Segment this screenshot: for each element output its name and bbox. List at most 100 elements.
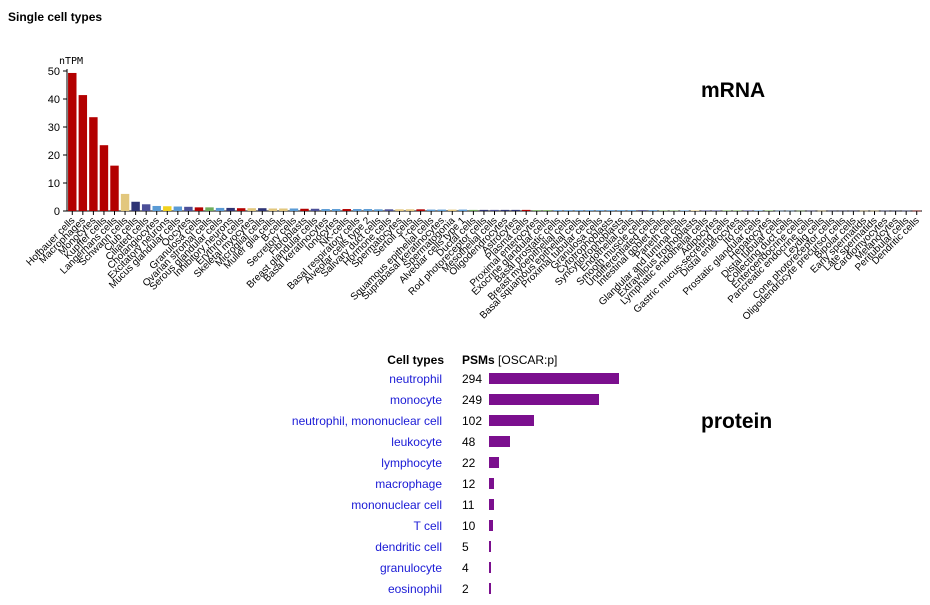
psm-value: 2 xyxy=(462,581,469,596)
bar xyxy=(184,206,193,211)
cell-type-link[interactable]: T cell xyxy=(413,518,442,533)
protein-row: dendritic cell 5 xyxy=(270,536,629,557)
bar xyxy=(616,210,626,211)
cell-type-link[interactable]: eosinophil xyxy=(387,581,442,596)
bar xyxy=(859,210,869,212)
bar xyxy=(173,206,183,211)
y-tick-label: 30 xyxy=(48,122,60,134)
bar xyxy=(606,210,615,211)
bar xyxy=(764,210,774,211)
bar xyxy=(205,207,214,211)
bar xyxy=(912,210,921,212)
bar xyxy=(553,210,563,211)
psm-value: 22 xyxy=(462,455,476,470)
cell-type-link[interactable]: leukocyte xyxy=(391,434,442,449)
protein-row: T cell 10 xyxy=(270,515,629,536)
psm-bar xyxy=(489,436,511,447)
bar xyxy=(469,209,478,211)
psm-bar-cell xyxy=(489,431,629,452)
bar xyxy=(849,210,858,212)
psm-bar xyxy=(489,499,494,510)
protein-table-header: Cell types PSMs [OSCAR:p] xyxy=(270,351,629,368)
y-axis-label: nTPM xyxy=(59,56,83,67)
bar xyxy=(395,209,404,211)
bar xyxy=(785,210,795,212)
bar xyxy=(374,209,383,211)
bar xyxy=(310,208,320,211)
bar xyxy=(342,209,351,211)
bar xyxy=(68,72,77,212)
y-tick-label: 10 xyxy=(48,178,60,190)
cell-type-link[interactable]: mononuclear cell xyxy=(351,497,442,512)
bar xyxy=(321,209,330,211)
bar xyxy=(120,193,130,211)
psm-bar-cell xyxy=(489,557,629,578)
bar xyxy=(511,209,520,211)
bar xyxy=(78,95,88,211)
protein-row: leukocyte 48 xyxy=(270,431,629,452)
psm-bar-cell xyxy=(489,578,629,599)
psm-value: 294 xyxy=(462,371,483,386)
bar xyxy=(405,209,415,211)
bar xyxy=(247,208,256,211)
bar xyxy=(828,210,837,212)
cell-type-link[interactable]: granulocyte xyxy=(379,560,442,575)
cell-type-link[interactable]: macrophage xyxy=(375,476,442,491)
bar xyxy=(500,209,510,211)
bar xyxy=(236,208,246,211)
bar xyxy=(353,209,362,211)
bar xyxy=(110,165,119,211)
protein-row: mononuclear cell 11 xyxy=(270,494,629,515)
psm-bar xyxy=(489,373,619,384)
bar xyxy=(585,210,594,211)
bar xyxy=(226,207,235,211)
bar xyxy=(638,210,647,211)
bar xyxy=(426,209,436,211)
bar xyxy=(595,210,605,211)
cell-type-link[interactable]: neutrophil, mononuclear cell xyxy=(291,413,442,428)
bar xyxy=(279,208,288,211)
cell-types-header: Cell types xyxy=(387,352,444,367)
bar xyxy=(458,209,468,211)
psm-bar xyxy=(489,457,499,468)
bar xyxy=(521,209,531,211)
bar xyxy=(131,201,140,211)
psm-value: 10 xyxy=(462,518,476,533)
bar xyxy=(448,209,457,211)
cell-type-link[interactable]: monocyte xyxy=(389,392,442,407)
protein-row: granulocyte 4 xyxy=(270,557,629,578)
y-tick-label: 0 xyxy=(54,206,60,218)
section-title: Single cell types xyxy=(8,10,103,24)
psm-value: 11 xyxy=(462,497,475,512)
bar xyxy=(901,210,911,212)
y-tick-label: 40 xyxy=(48,94,60,106)
y-tick-label: 50 xyxy=(48,66,60,78)
cell-type-link[interactable]: lymphocyte xyxy=(381,455,442,470)
psm-value: 249 xyxy=(462,392,483,407)
bar xyxy=(564,210,573,211)
bar xyxy=(838,210,848,212)
protein-row: macrophage 12 xyxy=(270,473,629,494)
bar xyxy=(806,210,816,212)
bar xyxy=(754,210,763,211)
bar xyxy=(416,209,425,211)
cell-type-link[interactable]: neutrophil xyxy=(389,371,442,386)
bar xyxy=(384,209,394,211)
psm-bar-cell xyxy=(489,494,629,515)
cell-type-link[interactable]: dendritic cell xyxy=(375,539,442,554)
bar xyxy=(268,208,278,211)
bar xyxy=(194,207,204,211)
psm-bar-cell xyxy=(489,515,629,536)
psm-bar-cell xyxy=(489,536,629,557)
bar xyxy=(163,206,172,211)
psm-bar-cell xyxy=(489,368,629,389)
psm-bar xyxy=(489,541,492,552)
psms-header-unit: [OSCAR:p] xyxy=(498,352,558,367)
bar xyxy=(89,117,98,211)
bar xyxy=(479,209,489,211)
bar xyxy=(659,210,668,211)
bar xyxy=(627,210,636,211)
protein-row: neutrophil, mononuclear cell 102 xyxy=(270,410,629,431)
mrna-label: mRNA xyxy=(701,79,766,102)
